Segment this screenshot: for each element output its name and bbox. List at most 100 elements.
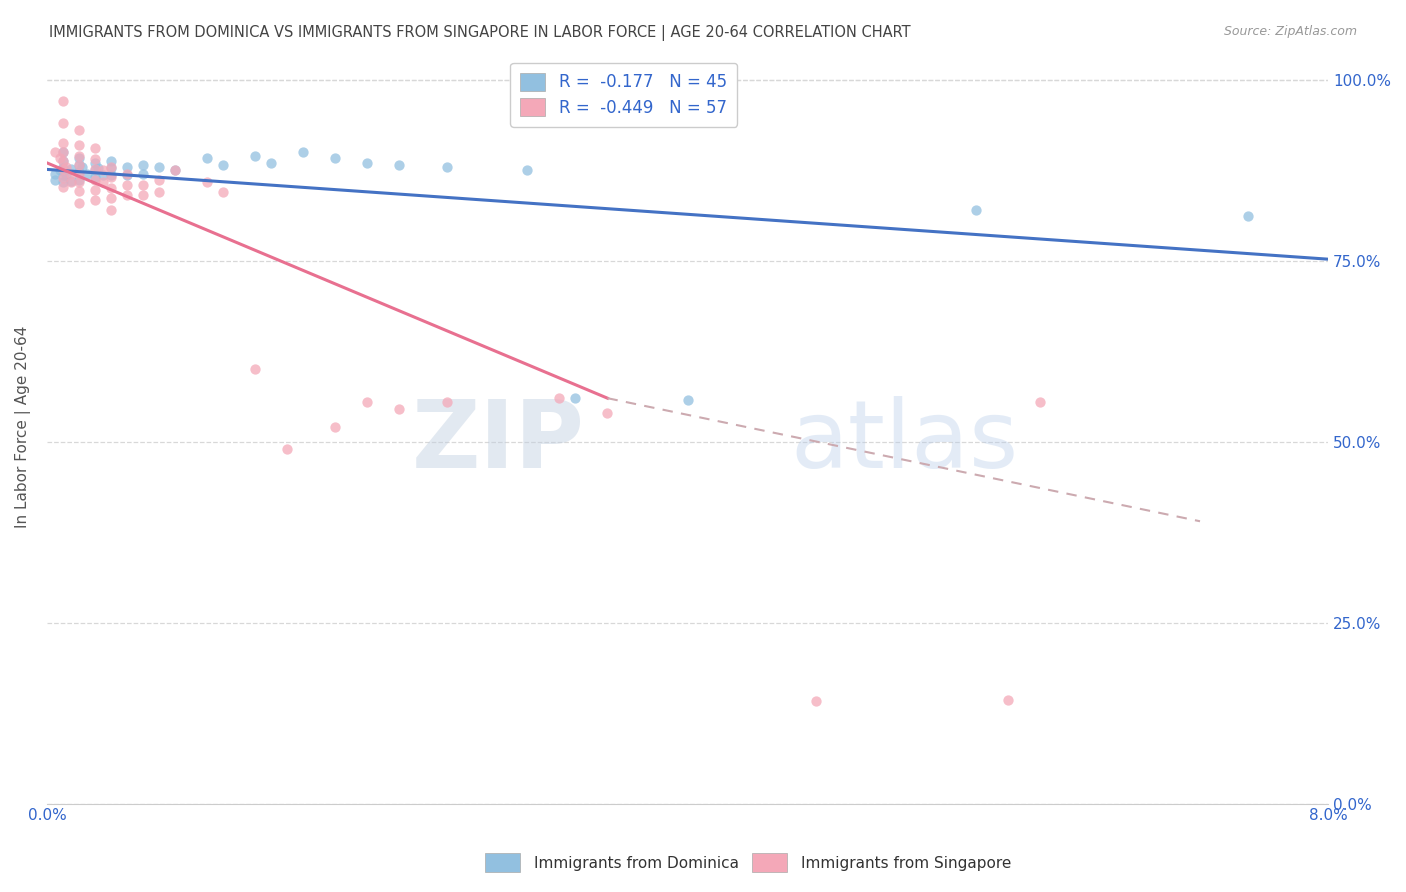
Point: [84, 153, 107, 167]
Point: [356, 156, 378, 170]
Point: [52, 161, 75, 175]
Point: [52, 179, 75, 194]
Point: [52, 95, 75, 109]
Point: [67, 137, 90, 152]
Point: [67, 151, 90, 165]
Point: [132, 178, 155, 192]
Point: [115, 160, 138, 174]
Point: [84, 156, 107, 170]
Point: [276, 442, 298, 456]
Point: [84, 183, 107, 197]
Point: [1237, 209, 1260, 223]
Point: [67, 176, 90, 190]
Point: [52, 153, 75, 168]
Point: [91, 163, 114, 178]
Point: [67, 172, 90, 186]
Point: [44, 172, 66, 186]
Point: [212, 185, 235, 199]
Point: [564, 391, 586, 405]
Point: [84, 172, 107, 186]
Point: [59, 176, 82, 190]
Point: [76, 167, 98, 181]
Point: [59, 162, 82, 177]
Point: [84, 170, 107, 185]
Point: [100, 202, 122, 217]
Point: [49, 151, 72, 165]
Text: Immigrants from Singapore: Immigrants from Singapore: [801, 856, 1012, 871]
Point: [436, 394, 458, 409]
Point: [52, 116, 75, 130]
Point: [87, 161, 110, 175]
Point: [132, 158, 155, 172]
Point: [148, 160, 170, 174]
Point: [516, 163, 538, 178]
Point: [115, 178, 138, 192]
Point: [115, 167, 138, 181]
Point: [804, 694, 827, 708]
Point: [67, 158, 90, 172]
Point: [91, 168, 114, 182]
Point: [132, 167, 155, 181]
Point: [243, 149, 266, 163]
Point: [165, 163, 187, 178]
Point: [67, 195, 90, 210]
Point: [67, 167, 90, 181]
Point: [292, 145, 315, 159]
Point: [52, 145, 75, 159]
Point: [212, 158, 235, 172]
Point: [67, 184, 90, 198]
Legend: R =  -0.177   N = 45, R =  -0.449   N = 57: R = -0.177 N = 45, R = -0.449 N = 57: [510, 62, 737, 127]
Point: [70, 160, 93, 174]
Point: [52, 176, 75, 190]
Point: [115, 188, 138, 202]
Point: [100, 170, 122, 185]
Point: [132, 188, 155, 202]
Point: [1029, 394, 1052, 409]
Point: [548, 391, 571, 405]
Point: [67, 165, 90, 179]
Point: [52, 171, 75, 186]
Point: [84, 141, 107, 155]
Point: [52, 168, 75, 182]
Point: [165, 163, 187, 178]
Point: [49, 163, 72, 178]
Point: [52, 136, 75, 151]
Point: [323, 151, 346, 165]
Point: [195, 176, 218, 190]
Point: [67, 123, 90, 137]
Point: [84, 163, 107, 178]
Point: [44, 167, 66, 181]
Point: [148, 185, 170, 199]
Point: [115, 168, 138, 182]
Point: [388, 158, 411, 172]
Text: atlas: atlas: [790, 396, 1018, 488]
Point: [997, 693, 1019, 707]
Point: [55, 168, 77, 182]
Point: [436, 160, 458, 174]
Point: [100, 161, 122, 175]
Point: [59, 174, 82, 188]
Point: [84, 193, 107, 207]
Text: ZIP: ZIP: [412, 396, 585, 488]
Point: [356, 394, 378, 409]
Point: [44, 145, 66, 159]
Text: IMMIGRANTS FROM DOMINICA VS IMMIGRANTS FROM SINGAPORE IN LABOR FORCE | AGE 20-64: IMMIGRANTS FROM DOMINICA VS IMMIGRANTS F…: [49, 25, 911, 41]
Point: [100, 160, 122, 174]
Point: [676, 392, 699, 407]
Point: [84, 162, 107, 177]
Point: [148, 172, 170, 186]
Point: [67, 158, 90, 172]
Point: [59, 167, 82, 181]
Point: [100, 181, 122, 195]
Text: Source: ZipAtlas.com: Source: ZipAtlas.com: [1223, 25, 1357, 38]
Point: [55, 160, 77, 174]
Point: [260, 156, 283, 170]
Point: [52, 153, 75, 168]
Point: [388, 402, 411, 417]
Point: [67, 149, 90, 163]
Point: [596, 406, 619, 420]
Point: [100, 168, 122, 182]
Point: [195, 151, 218, 165]
Point: [52, 162, 75, 177]
Point: [100, 153, 122, 168]
